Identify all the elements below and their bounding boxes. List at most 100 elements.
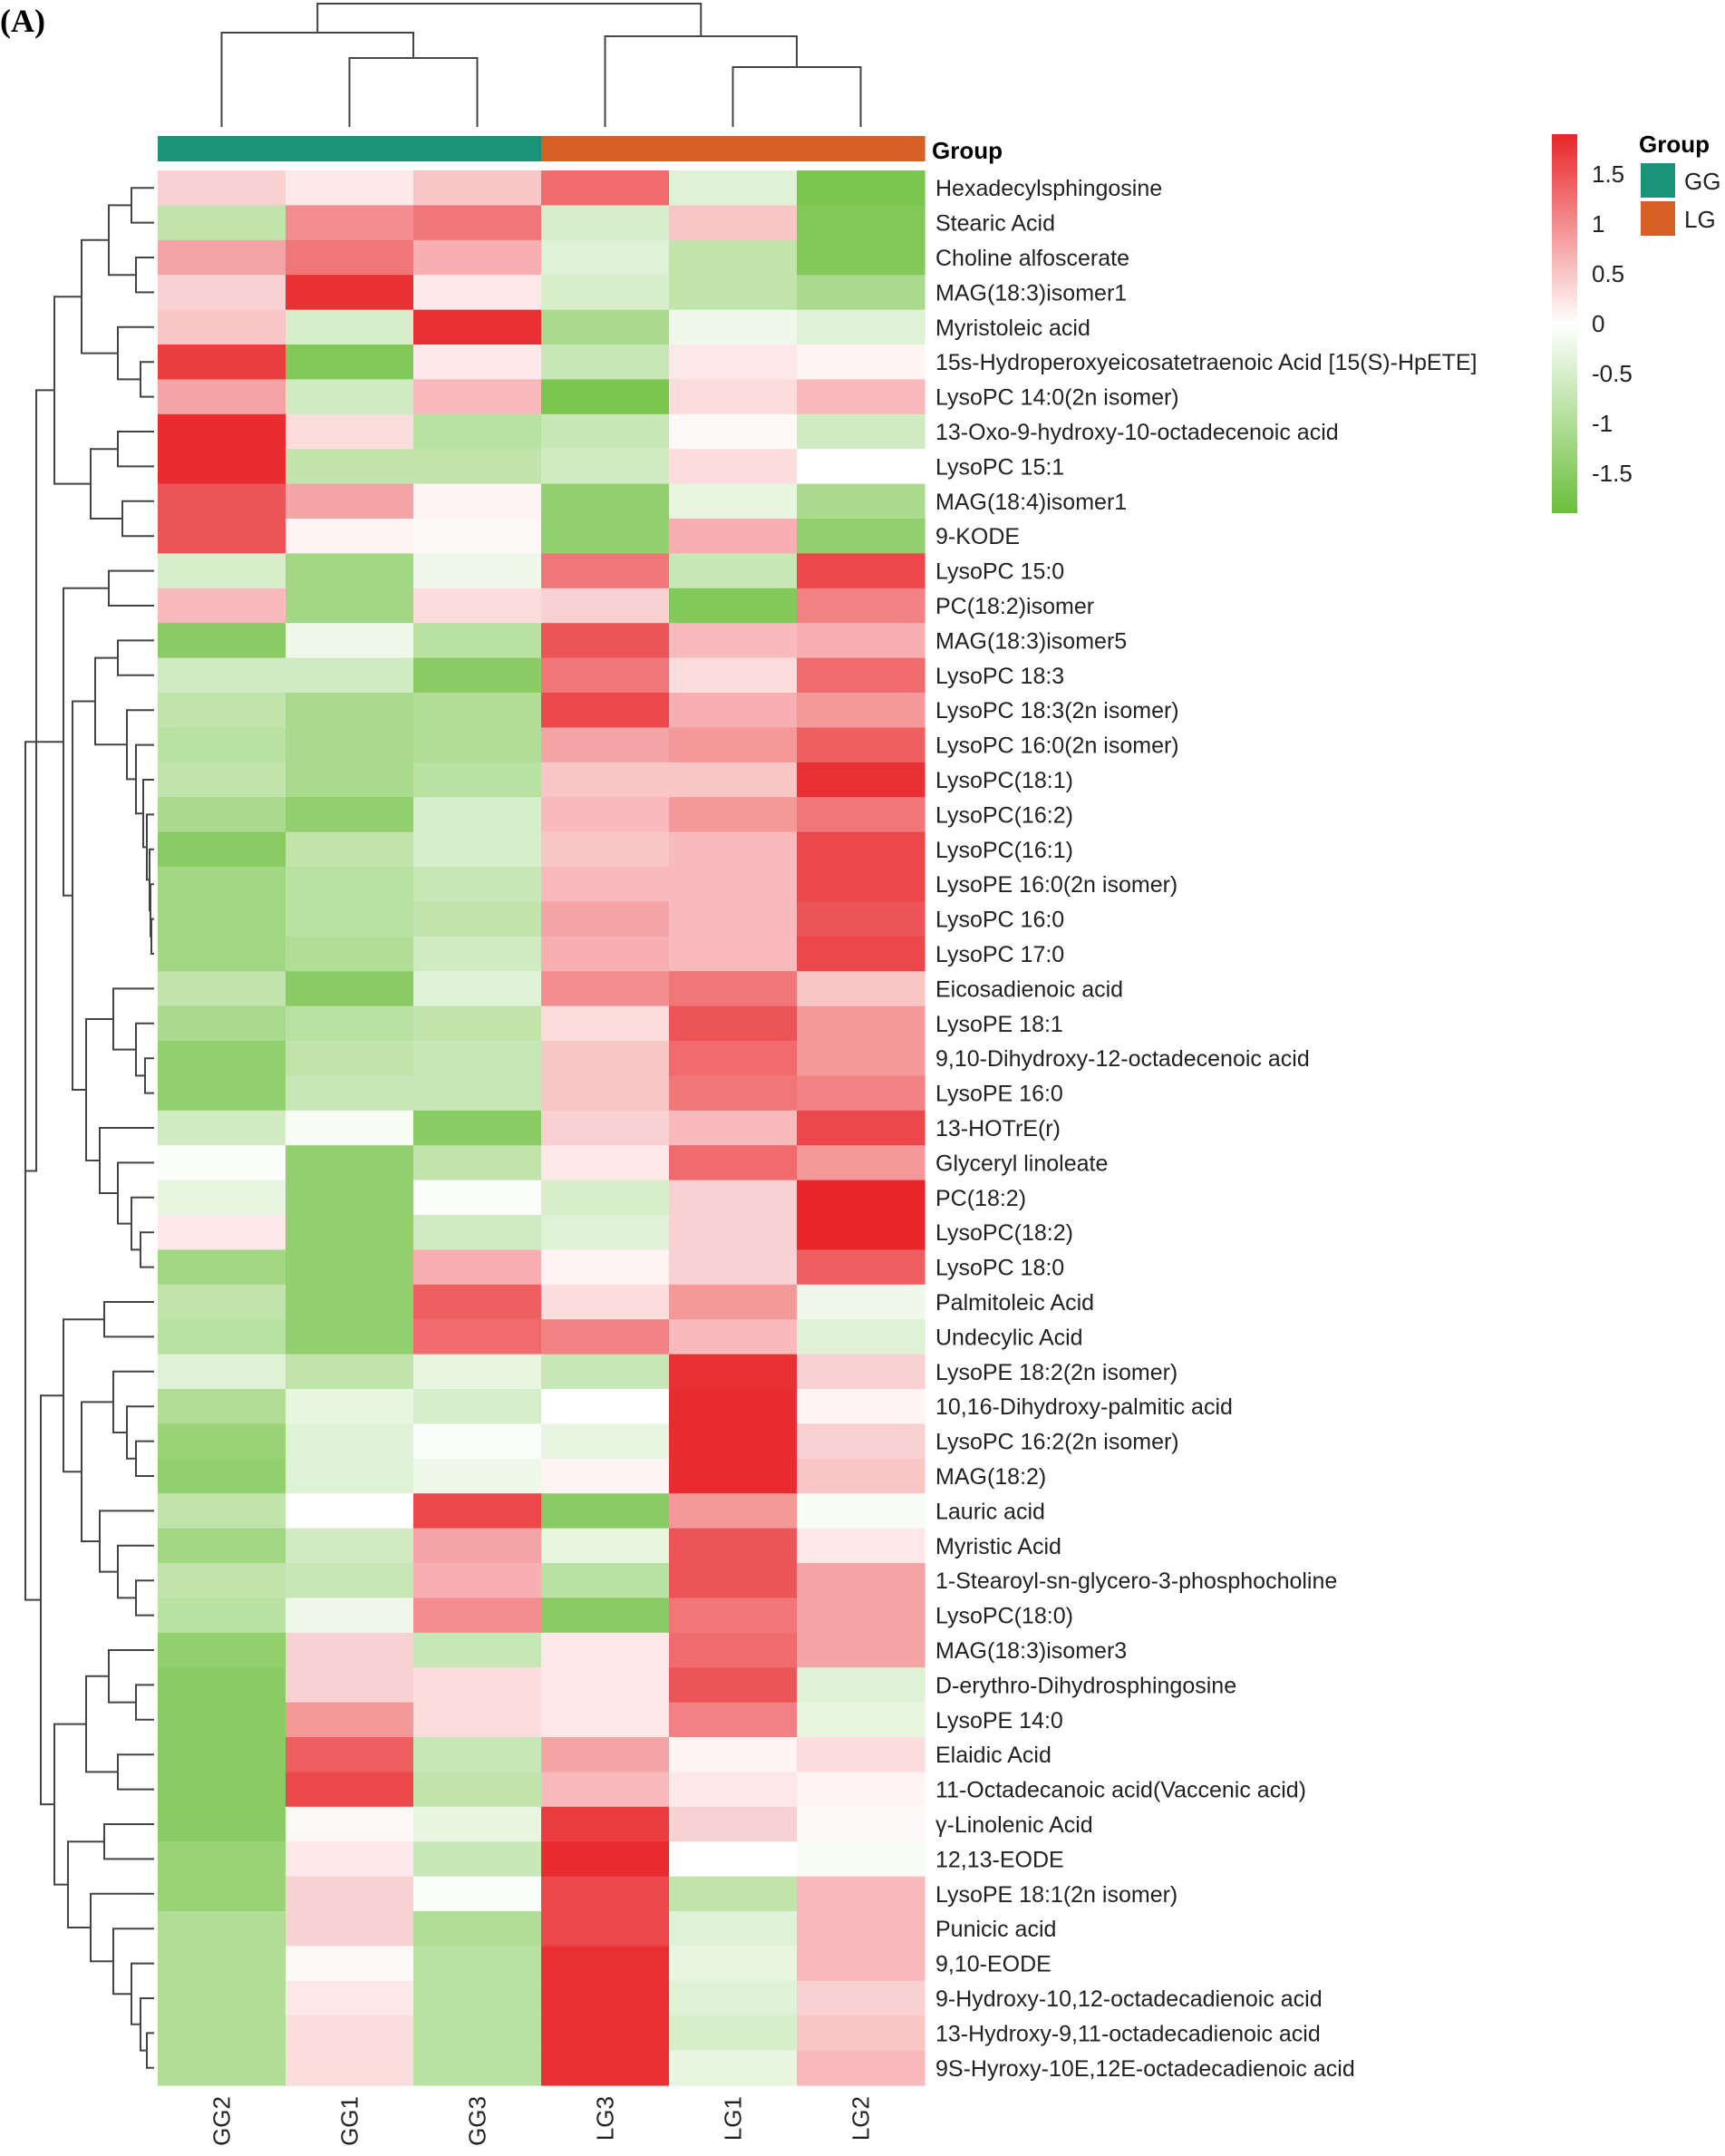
- heatmap-cell: [413, 1249, 542, 1286]
- heatmap-cell: [158, 1632, 286, 1668]
- heatmap-cell: [158, 1702, 286, 1738]
- row-label: PC(18:2)isomer: [935, 594, 1094, 619]
- heatmap-cell: [413, 170, 542, 206]
- heatmap-cell: [286, 1806, 414, 1842]
- heatmap-cell: [541, 657, 670, 694]
- row-label: MAG(18:4)isomer1: [935, 490, 1127, 515]
- row-dendrogram-branch: [85, 1675, 118, 1773]
- heatmap-cell: [669, 1215, 798, 1250]
- heatmap-cell: [286, 1389, 414, 1424]
- row-label: Stearic Acid: [935, 211, 1055, 237]
- heatmap-cell: [797, 1946, 925, 1982]
- column-dendrogram-branch: [732, 66, 862, 127]
- heatmap-cell: [541, 1737, 670, 1772]
- heatmap-cell: [669, 936, 798, 972]
- heatmap-cell: [669, 727, 798, 763]
- heatmap-cell: [541, 831, 670, 868]
- heatmap-cell: [541, 762, 670, 798]
- heatmap-cell: [541, 309, 670, 345]
- heatmap-cell: [669, 1563, 798, 1598]
- heatmap-cell: [413, 2050, 542, 2086]
- heatmap-cell: [669, 1493, 798, 1530]
- heatmap-cell: [286, 1180, 414, 1216]
- group-bar-segment: [797, 136, 925, 161]
- row-label: Elaidic Acid: [935, 1743, 1051, 1768]
- heatmap-cell: [158, 1946, 286, 1982]
- row-dendrogram-branch: [72, 700, 95, 1091]
- heatmap-cell: [286, 1911, 414, 1947]
- group-bar-segment: [669, 136, 798, 161]
- heatmap-cell: [158, 657, 286, 694]
- heatmap-cell: [541, 1876, 670, 1912]
- heatmap-cell: [797, 1911, 925, 1947]
- heatmap-cell: [669, 693, 798, 728]
- heatmap-cell: [286, 275, 414, 311]
- heatmap-cell: [286, 1249, 414, 1286]
- heatmap-cell: [797, 1389, 925, 1424]
- row-label: Undecylic Acid: [935, 1325, 1083, 1350]
- heatmap-cell: [413, 413, 542, 450]
- heatmap-cell: [797, 170, 925, 206]
- heatmap-cell: [669, 1354, 798, 1390]
- heatmap-cell: [541, 2050, 670, 2086]
- row-dendrogram-branch: [103, 1823, 154, 1860]
- heatmap-cell: [158, 413, 286, 450]
- column-labels: GG2 GG1 GG3 LG3 LG1 LG2: [208, 2096, 875, 2146]
- heatmap-cell: [158, 1841, 286, 1878]
- group-legend-title: Group: [1639, 131, 1710, 158]
- heatmap-cell: [413, 519, 542, 554]
- heatmap-cell: [286, 345, 414, 380]
- heatmap-cell: [158, 831, 286, 868]
- heatmap-cell: [669, 553, 798, 589]
- row-dendrogram-branch: [131, 187, 154, 224]
- heatmap-cell: [413, 1528, 542, 1564]
- heatmap-cell: [669, 1911, 798, 1947]
- heatmap-cell: [669, 1702, 798, 1738]
- color-scale-tick-label: 0: [1592, 310, 1604, 337]
- heatmap-cell: [286, 693, 414, 728]
- heatmap-cell: [541, 867, 670, 902]
- heatmap-cell: [158, 797, 286, 833]
- heatmap-cell: [669, 379, 798, 415]
- heatmap-cell: [286, 239, 414, 276]
- heatmap-cell: [286, 936, 414, 972]
- row-label: 9,10-EODE: [935, 1952, 1051, 1977]
- heatmap-cell: [158, 971, 286, 1007]
- heatmap-cell: [413, 1806, 542, 1842]
- heatmap-cell: [286, 1423, 414, 1460]
- heatmap-cell: [413, 309, 542, 345]
- heatmap-cell: [286, 1980, 414, 2016]
- row-label: D-erythro-Dihydrosphingosine: [935, 1673, 1236, 1698]
- heatmap-cell: [669, 449, 798, 485]
- row-label: 15s-Hydroperoxyeicosatetraenoic Acid [15…: [935, 350, 1478, 375]
- row-label: Eicosadienoic acid: [935, 976, 1123, 1002]
- heatmap-cell: [541, 1145, 670, 1181]
- heatmap-cell: [413, 1215, 542, 1250]
- heatmap-cell: [158, 1075, 286, 1112]
- row-dendrogram-branch: [81, 1401, 113, 1542]
- heatmap-cell: [413, 657, 542, 694]
- heatmap-cell: [286, 553, 414, 589]
- row-label: LysoPC 18:3(2n isomer): [935, 698, 1179, 724]
- heatmap-cell: [669, 1041, 798, 1076]
- row-dendrogram-branch: [135, 1684, 154, 1721]
- heatmap-cell: [541, 345, 670, 380]
- color-scale-bar: [1552, 134, 1577, 513]
- heatmap-cell: [413, 1841, 542, 1878]
- heatmap-cell: [541, 1632, 670, 1668]
- heatmap-cell: [158, 1110, 286, 1146]
- row-dendrogram-branch: [117, 639, 154, 676]
- heatmap-cell: [669, 1005, 798, 1042]
- heatmap-cell: [797, 1876, 925, 1912]
- heatmap-cell: [541, 1841, 670, 1878]
- heatmap-cell: [286, 797, 414, 833]
- heatmap-cell: [286, 379, 414, 415]
- heatmap-cell: [413, 588, 542, 624]
- row-dendrogram-branch: [103, 1301, 154, 1338]
- heatmap-cell: [669, 867, 798, 902]
- heatmap-cell: [797, 1075, 925, 1112]
- row-dendrogram-branch: [149, 848, 154, 911]
- row-label: LysoPC 16:2(2n isomer): [935, 1430, 1179, 1455]
- heatmap-cell: [797, 275, 925, 311]
- row-dendrogram-branch: [117, 431, 154, 468]
